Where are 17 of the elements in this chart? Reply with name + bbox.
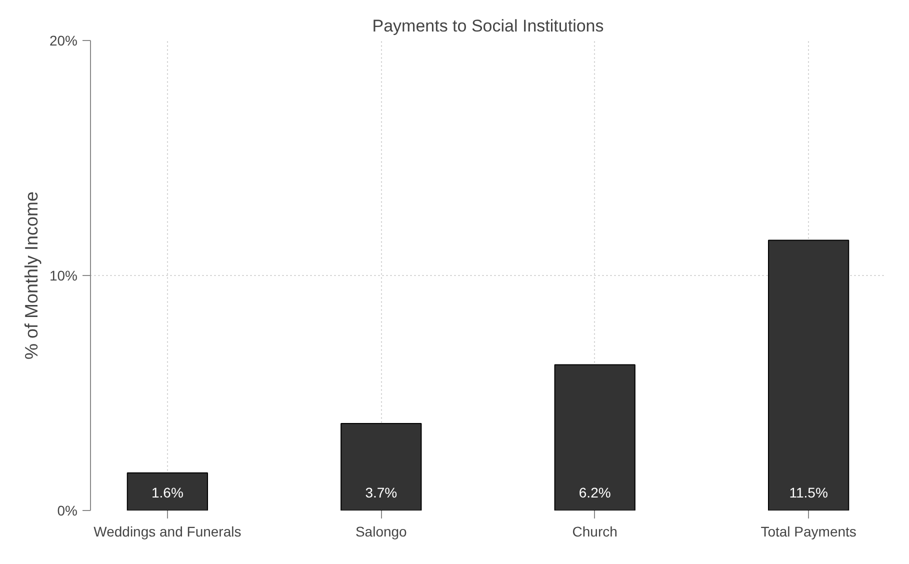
x-tick-label: Church (572, 524, 618, 540)
data-label: 1.6% (151, 484, 184, 500)
x-tick-label: Weddings and Funerals (94, 524, 242, 540)
y-tick-label: 0% (57, 502, 78, 518)
bar (768, 240, 850, 510)
x-tick-label: Total Payments (760, 524, 856, 540)
y-tick-label: 20% (49, 32, 78, 48)
bar (554, 364, 636, 510)
y-axis-title: % of Monthly Income (21, 191, 42, 360)
y-tick-label: 10% (49, 268, 78, 284)
bar (340, 423, 422, 510)
chart-title: Payments to Social Institutions (372, 16, 604, 36)
data-label: 11.5% (789, 484, 828, 500)
bar (126, 472, 208, 510)
data-label: 3.7% (365, 484, 398, 500)
data-label: 6.2% (578, 484, 611, 500)
x-tick-label: Salongo (355, 524, 408, 540)
